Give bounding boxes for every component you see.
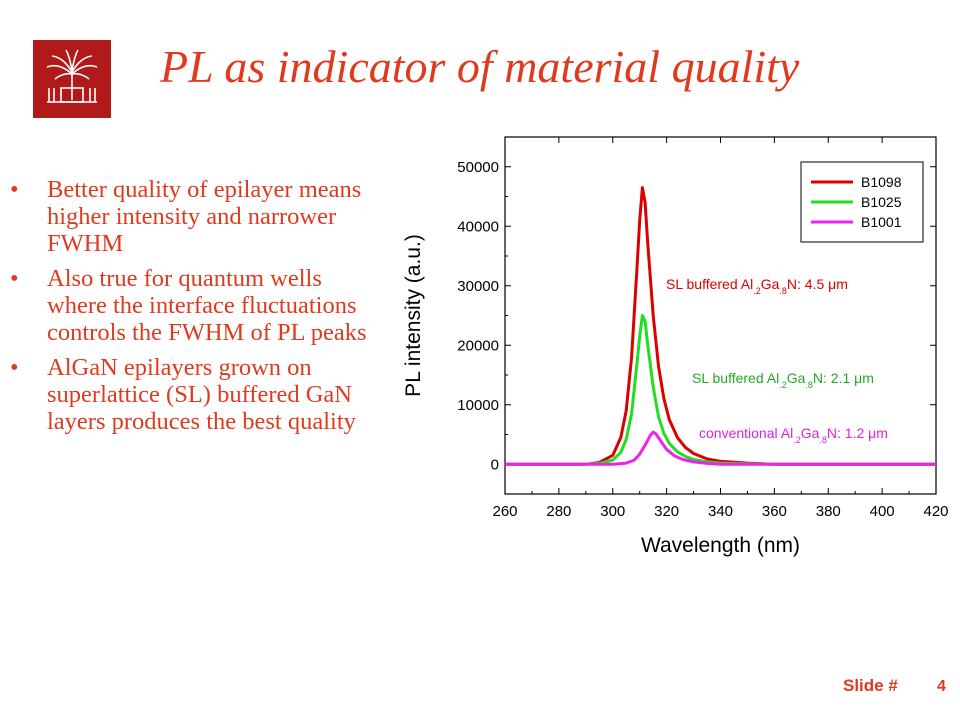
y-axis-title: PL intensity (a.u.) (402, 234, 425, 397)
university-logo (33, 40, 111, 118)
x-tick-label: 420 (923, 503, 948, 520)
curve-annotation: conventional Al.2Ga.8N: 1.2 μm (699, 425, 888, 445)
bullet-text: AlGaN epilayers grown on superlattice (S… (47, 354, 356, 435)
y-tick-label: 30000 (457, 278, 499, 295)
annotation-subscript: .2 (793, 435, 801, 445)
bullet-dot: • (10, 354, 19, 381)
annotation-subscript: .8 (819, 435, 827, 445)
bullet-text: Also true for quantum wells where the in… (47, 265, 367, 346)
x-tick-label: 320 (654, 503, 679, 520)
series-line-B1098 (505, 186, 936, 466)
legend-label: B1001 (861, 214, 902, 230)
pl-spectrum-chart: 260 280 300 320 340 360 380 400 420 0 10000 20000 30… (390, 125, 950, 580)
series-line-B1001 (505, 430, 936, 466)
x-tick-label: 400 (870, 503, 895, 520)
x-tick-label: 380 (816, 503, 841, 520)
annotation-text: μm (828, 276, 848, 292)
annotation-text: N: 1.2 (827, 425, 868, 441)
y-tick-label: 10000 (457, 397, 499, 414)
y-tick-label: 0 (491, 456, 499, 473)
legend-label: B1025 (861, 194, 902, 210)
annotation-text: Ga (787, 370, 806, 386)
x-tick-label: 280 (546, 503, 571, 520)
curve-annotation: SL buffered Al.2Ga.8N: 2.1 μm (692, 370, 874, 390)
bullet-list: • Better quality of epilayer means higher… (10, 176, 372, 443)
slide-number-label: Slide # (843, 676, 898, 695)
annotation-text: SL buffered Al (692, 370, 779, 386)
annotation-subscript: .2 (779, 380, 787, 390)
annotation-text: N: 4.5 (787, 276, 828, 292)
bullet-dot: • (10, 265, 19, 292)
legend-label: B1098 (861, 174, 902, 190)
annotation-text: μm (854, 370, 874, 386)
slide-title: PL as indicator of material quality (160, 41, 800, 92)
annotation-text: conventional Al (699, 425, 793, 441)
annotation-text: μm (868, 425, 888, 441)
annotation-text: SL buffered Al (666, 276, 753, 292)
y-tick-label: 20000 (457, 337, 499, 354)
x-tick-label: 260 (492, 503, 517, 520)
y-tick-label: 40000 (457, 218, 499, 235)
annotation-subscript: .2 (753, 286, 761, 296)
bullet-item: • Better quality of epilayer means higher… (10, 176, 372, 257)
y-tick-label: 50000 (457, 159, 499, 176)
bullet-item: • AlGaN epilayers grown on superlattice (… (10, 354, 372, 435)
x-tick-label: 300 (600, 503, 625, 520)
annotation-text: Ga (761, 276, 780, 292)
slide-number: 4 (937, 678, 946, 695)
x-axis-title: Wavelength (nm) (641, 534, 800, 557)
chart-svg: 260 280 300 320 340 360 380 400 420 0 10000 20000 30… (402, 136, 949, 557)
bullet-item: • Also true for quantum wells where the i… (10, 265, 372, 346)
x-tick-label: 340 (708, 503, 733, 520)
annotation-subscript: .8 (805, 380, 813, 390)
bullet-text: Better quality of epilayer means higher … (47, 176, 362, 257)
palmetto-tree-icon (46, 49, 98, 103)
x-tick-label: 360 (762, 503, 787, 520)
series-line-B1025 (505, 314, 936, 466)
bullet-dot: • (10, 176, 19, 203)
annotation-text: N: 2.1 (813, 370, 854, 386)
curve-annotation: SL buffered Al.2Ga.8N: 4.5 μm (666, 276, 848, 296)
annotation-subscript: .8 (779, 286, 787, 296)
annotation-text: Ga (801, 425, 820, 441)
